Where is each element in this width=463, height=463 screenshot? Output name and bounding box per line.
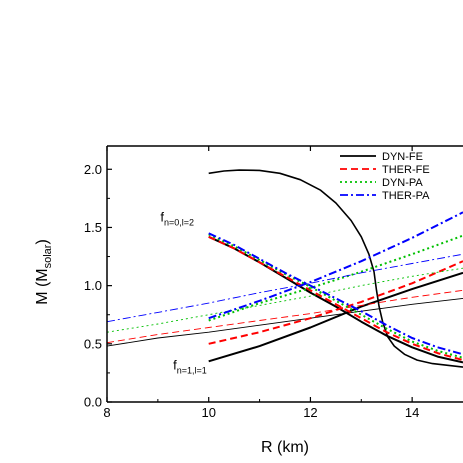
x-tick-label: 10: [201, 405, 215, 420]
series-dyn-fe-mr-curve: [208, 169, 463, 368]
mode-label-sub: n=1,l=1: [177, 365, 207, 375]
series-dyn-pa-thin-line: [107, 267, 463, 333]
y-tick-label: 1.0: [84, 278, 102, 293]
mode-label: fn=0,l=2: [160, 210, 194, 228]
y-tick-label: 0.0: [84, 395, 102, 410]
series-layer: [107, 169, 463, 368]
y-axis-title: M (Msolar): [34, 239, 54, 305]
legend-label: DYN-FE: [382, 151, 423, 163]
x-tick-label: 14: [405, 405, 419, 420]
x-tick-label: 12: [303, 405, 317, 420]
series-dyn-pa-f01-curve: [208, 233, 463, 359]
annotation-layer: fn=0,l=2fn=1,l=1: [160, 210, 206, 376]
y-axis-title-close: ): [34, 239, 51, 244]
y-tick-label: 1.5: [84, 220, 102, 235]
series-ther-fe-f11-curve: [208, 260, 463, 345]
series-ther-fe-thin-line: [107, 289, 463, 344]
y-axis-title-sub: solar: [42, 244, 54, 268]
mode-label: fn=1,l=1: [173, 357, 207, 375]
legend-label: THER-PA: [382, 190, 430, 202]
legend-label: THER-FE: [382, 164, 430, 176]
x-tick-label: 8: [103, 405, 110, 420]
series-ther-pa-f11-curve: [208, 211, 463, 320]
y-tick-label: 0.5: [84, 336, 102, 351]
series-ther-fe-f01-curve: [208, 235, 463, 362]
mode-label-sub: n=0,l=2: [164, 218, 194, 228]
axis-layer: 8 10 12 14 0.0 0.5 1.0 1.5 2.0: [84, 145, 463, 420]
x-axis-title: R (km): [261, 439, 309, 456]
mode-label-main: f: [173, 357, 177, 372]
series-dyn-fe-f11-curve: [208, 271, 463, 363]
series-ther-pa-f01-curve: [208, 232, 463, 356]
legend-label: DYN-PA: [382, 177, 423, 189]
mode-label-main: f: [160, 210, 164, 225]
series-dyn-fe-thin-line: [107, 297, 463, 347]
y-axis-title-main: M (M: [34, 268, 51, 304]
y-tick-label: 2.0: [84, 162, 102, 177]
series-ther-pa-thin-line: [107, 253, 463, 323]
